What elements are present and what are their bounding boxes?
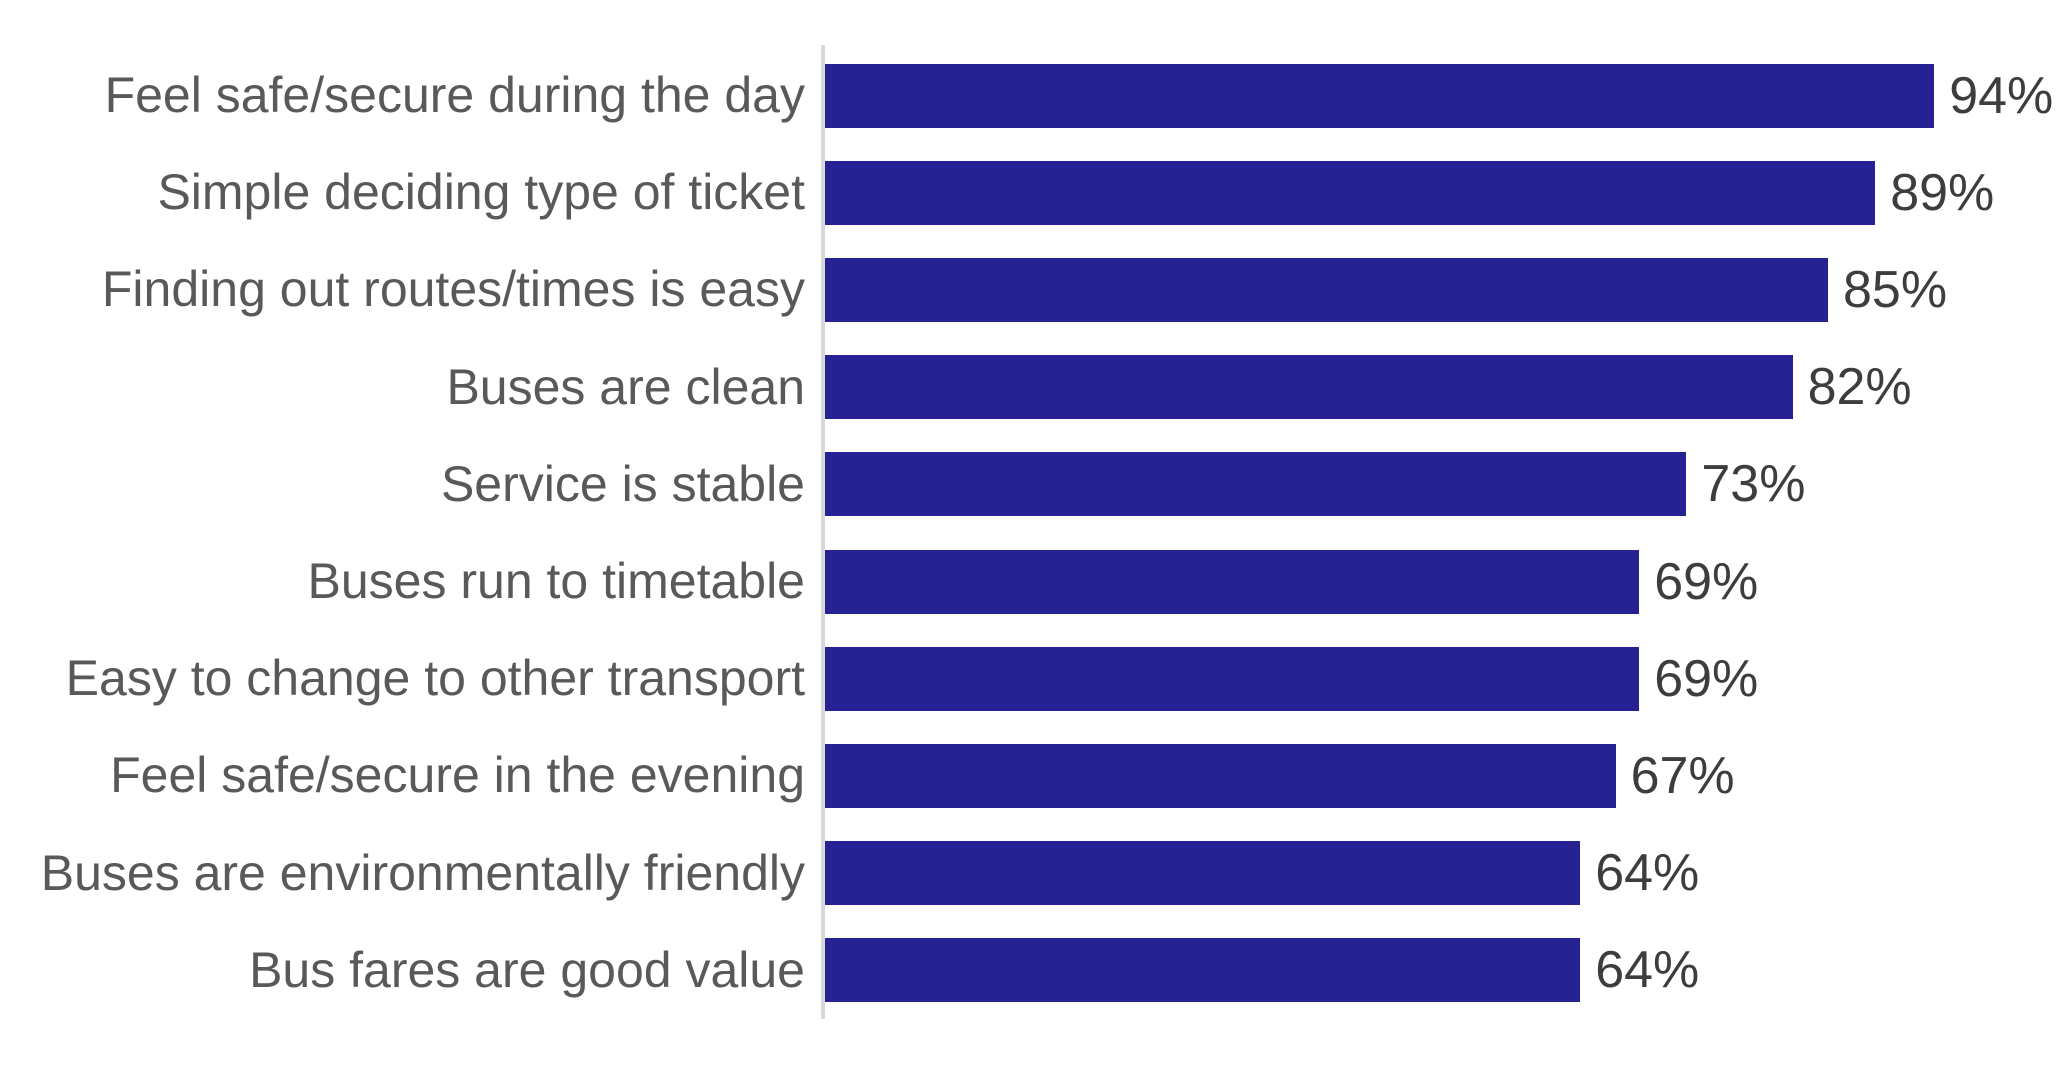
chart-row: Feel safe/secure in the evening 67% — [0, 727, 2068, 824]
value-label: 73% — [1701, 455, 1806, 514]
category-label: Feel safe/secure during the day — [104, 67, 805, 124]
value-label: 67% — [1630, 746, 1735, 805]
category-label: Finding out routes/times is easy — [101, 261, 805, 318]
bar — [825, 841, 1581, 906]
bar — [825, 160, 1876, 225]
category-label: Buses are environmentally friendly — [40, 844, 805, 901]
chart-row: Buses run to timetable 69% — [0, 533, 2068, 630]
category-label: Buses are clean — [446, 358, 805, 415]
bar — [825, 63, 1935, 128]
bar — [825, 355, 1793, 420]
chart-row: Buses are clean 82% — [0, 339, 2068, 436]
plot-area: 67% — [825, 727, 2068, 824]
y-axis-line — [821, 45, 825, 1019]
chart-row: Finding out routes/times is easy 85% — [0, 241, 2068, 338]
plot-area: 64% — [825, 922, 2068, 1019]
category-label: Feel safe/secure in the evening — [110, 747, 805, 804]
chart-row: Service is stable 73% — [0, 436, 2068, 533]
value-label: 85% — [1843, 260, 1948, 319]
chart-row: Feel safe/secure during the day 94% — [0, 47, 2068, 144]
bar — [825, 743, 1616, 808]
category-label: Simple deciding type of ticket — [157, 164, 805, 221]
chart-row: Bus fares are good value 64% — [0, 922, 2068, 1019]
plot-area: 89% — [825, 144, 2068, 241]
value-label: 89% — [1890, 163, 1995, 222]
category-label: Buses run to timetable — [307, 553, 806, 610]
plot-area: 69% — [825, 533, 2068, 630]
value-label: 82% — [1807, 358, 1912, 417]
plot-area: 85% — [825, 241, 2068, 338]
bar — [825, 549, 1640, 614]
value-label: 64% — [1595, 941, 1700, 1000]
value-label: 64% — [1595, 844, 1700, 903]
value-label: 69% — [1654, 552, 1759, 611]
plot-area: 73% — [825, 436, 2068, 533]
chart-rows: Feel safe/secure during the day 94% Simple… — [0, 47, 2068, 1019]
category-label: Bus fares are good value — [249, 941, 805, 998]
value-label: 94% — [1949, 66, 2054, 125]
bar — [825, 452, 1687, 517]
category-label: Service is stable — [440, 455, 805, 512]
category-label: Easy to change to other transport — [65, 650, 805, 707]
chart-row: Easy to change to other transport 69% — [0, 630, 2068, 727]
plot-area: 69% — [825, 630, 2068, 727]
plot-area: 94% — [825, 47, 2068, 144]
bar — [825, 938, 1581, 1003]
plot-area: 64% — [825, 825, 2068, 922]
bar — [825, 646, 1640, 711]
bar — [825, 257, 1828, 322]
value-label: 69% — [1654, 649, 1759, 708]
plot-area: 82% — [825, 339, 2068, 436]
chart-row: Buses are environmentally friendly 64% — [0, 825, 2068, 922]
chart-row: Simple deciding type of ticket 89% — [0, 144, 2068, 241]
